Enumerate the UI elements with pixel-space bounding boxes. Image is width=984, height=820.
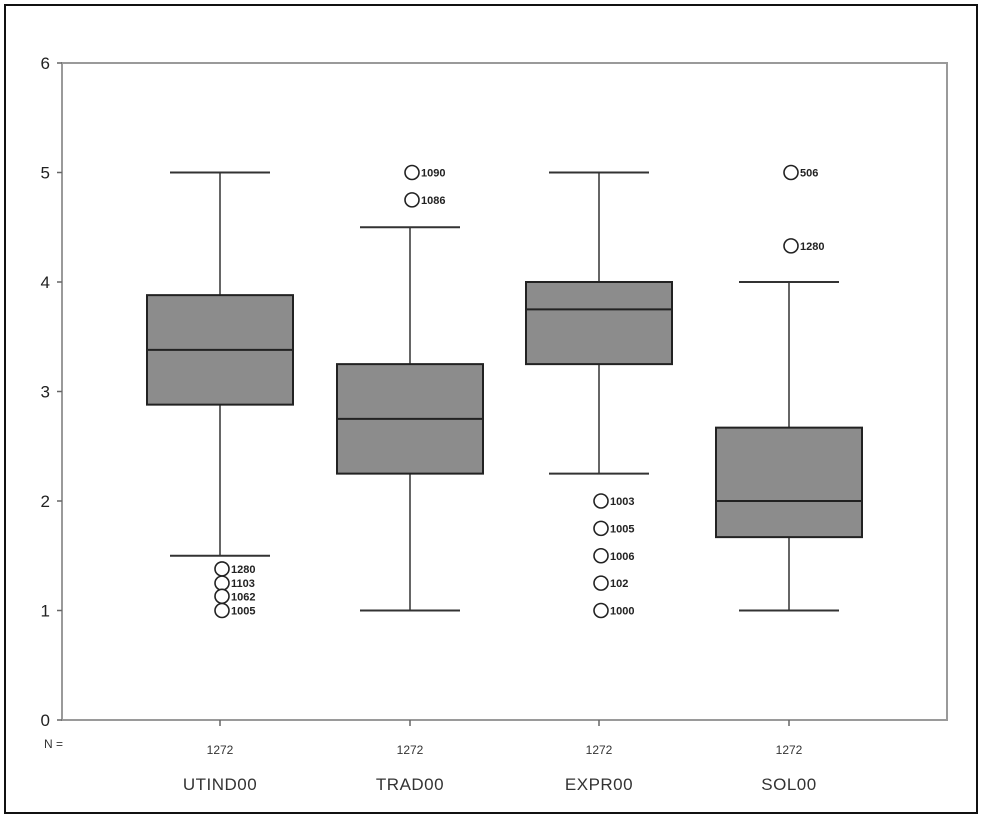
outlier-point <box>593 520 609 537</box>
outlier-label: 1003 <box>610 496 634 508</box>
box-expr00-n-label: 1272 <box>586 743 613 757</box>
outlier-label: 1103 <box>231 578 255 590</box>
outlier-point <box>214 561 230 577</box>
y-tick-label: 2 <box>41 492 50 511</box>
outlier-label: 1280 <box>800 241 824 253</box>
outlier-point <box>214 575 230 591</box>
box-trad00-category-label: TRAD00 <box>376 775 444 794</box>
y-tick-label: 0 <box>41 711 50 730</box>
y-tick-label: 5 <box>41 164 50 183</box>
outlier-point <box>593 493 609 509</box>
outlier-point <box>783 164 799 181</box>
outlier-point <box>404 192 420 208</box>
outlier-label: 102 <box>610 578 628 590</box>
outlier-label: 1000 <box>610 606 634 618</box>
outlier-point <box>214 602 230 619</box>
box-trad00-n-label: 1272 <box>397 743 424 757</box>
outlier-label: 506 <box>800 168 818 180</box>
n-prefix-label: N = <box>44 737 63 751</box>
box-sol00-category-label: SOL00 <box>761 775 816 794</box>
y-tick-label: 4 <box>41 273 50 292</box>
outlier-label: 1005 <box>231 606 255 618</box>
y-tick-label: 3 <box>41 383 50 402</box>
chart-frame: 0 1 2 3 4 5 6 N = 1280 1103 1062 1005 1272 UTIND00 109… <box>4 4 978 814</box>
outlier-point <box>593 575 609 591</box>
box-utind00-category-label: UTIND00 <box>183 775 257 794</box>
y-tick-label: 6 <box>41 54 50 73</box>
box-sol00-box <box>715 426 863 539</box>
box-sol00-n-label: 1272 <box>776 743 803 757</box>
outlier-point <box>404 164 420 181</box>
outlier-point <box>214 588 230 605</box>
outlier-label: 1005 <box>610 523 634 535</box>
outlier-label: 1280 <box>231 564 255 576</box>
box-expr00-category-label: EXPR00 <box>565 775 633 794</box>
outlier-label: 1090 <box>421 168 445 180</box>
outlier-label: 1086 <box>421 195 445 207</box>
outlier-label: 1062 <box>231 591 255 603</box>
y-tick-label: 1 <box>41 602 50 621</box>
outlier-point <box>593 547 609 564</box>
outlier-point <box>593 602 609 619</box>
box-expr00-box <box>525 281 673 366</box>
box-utind00-n-label: 1272 <box>207 743 234 757</box>
outlier-label: 1006 <box>610 551 634 563</box>
outlier-point <box>783 238 799 254</box>
